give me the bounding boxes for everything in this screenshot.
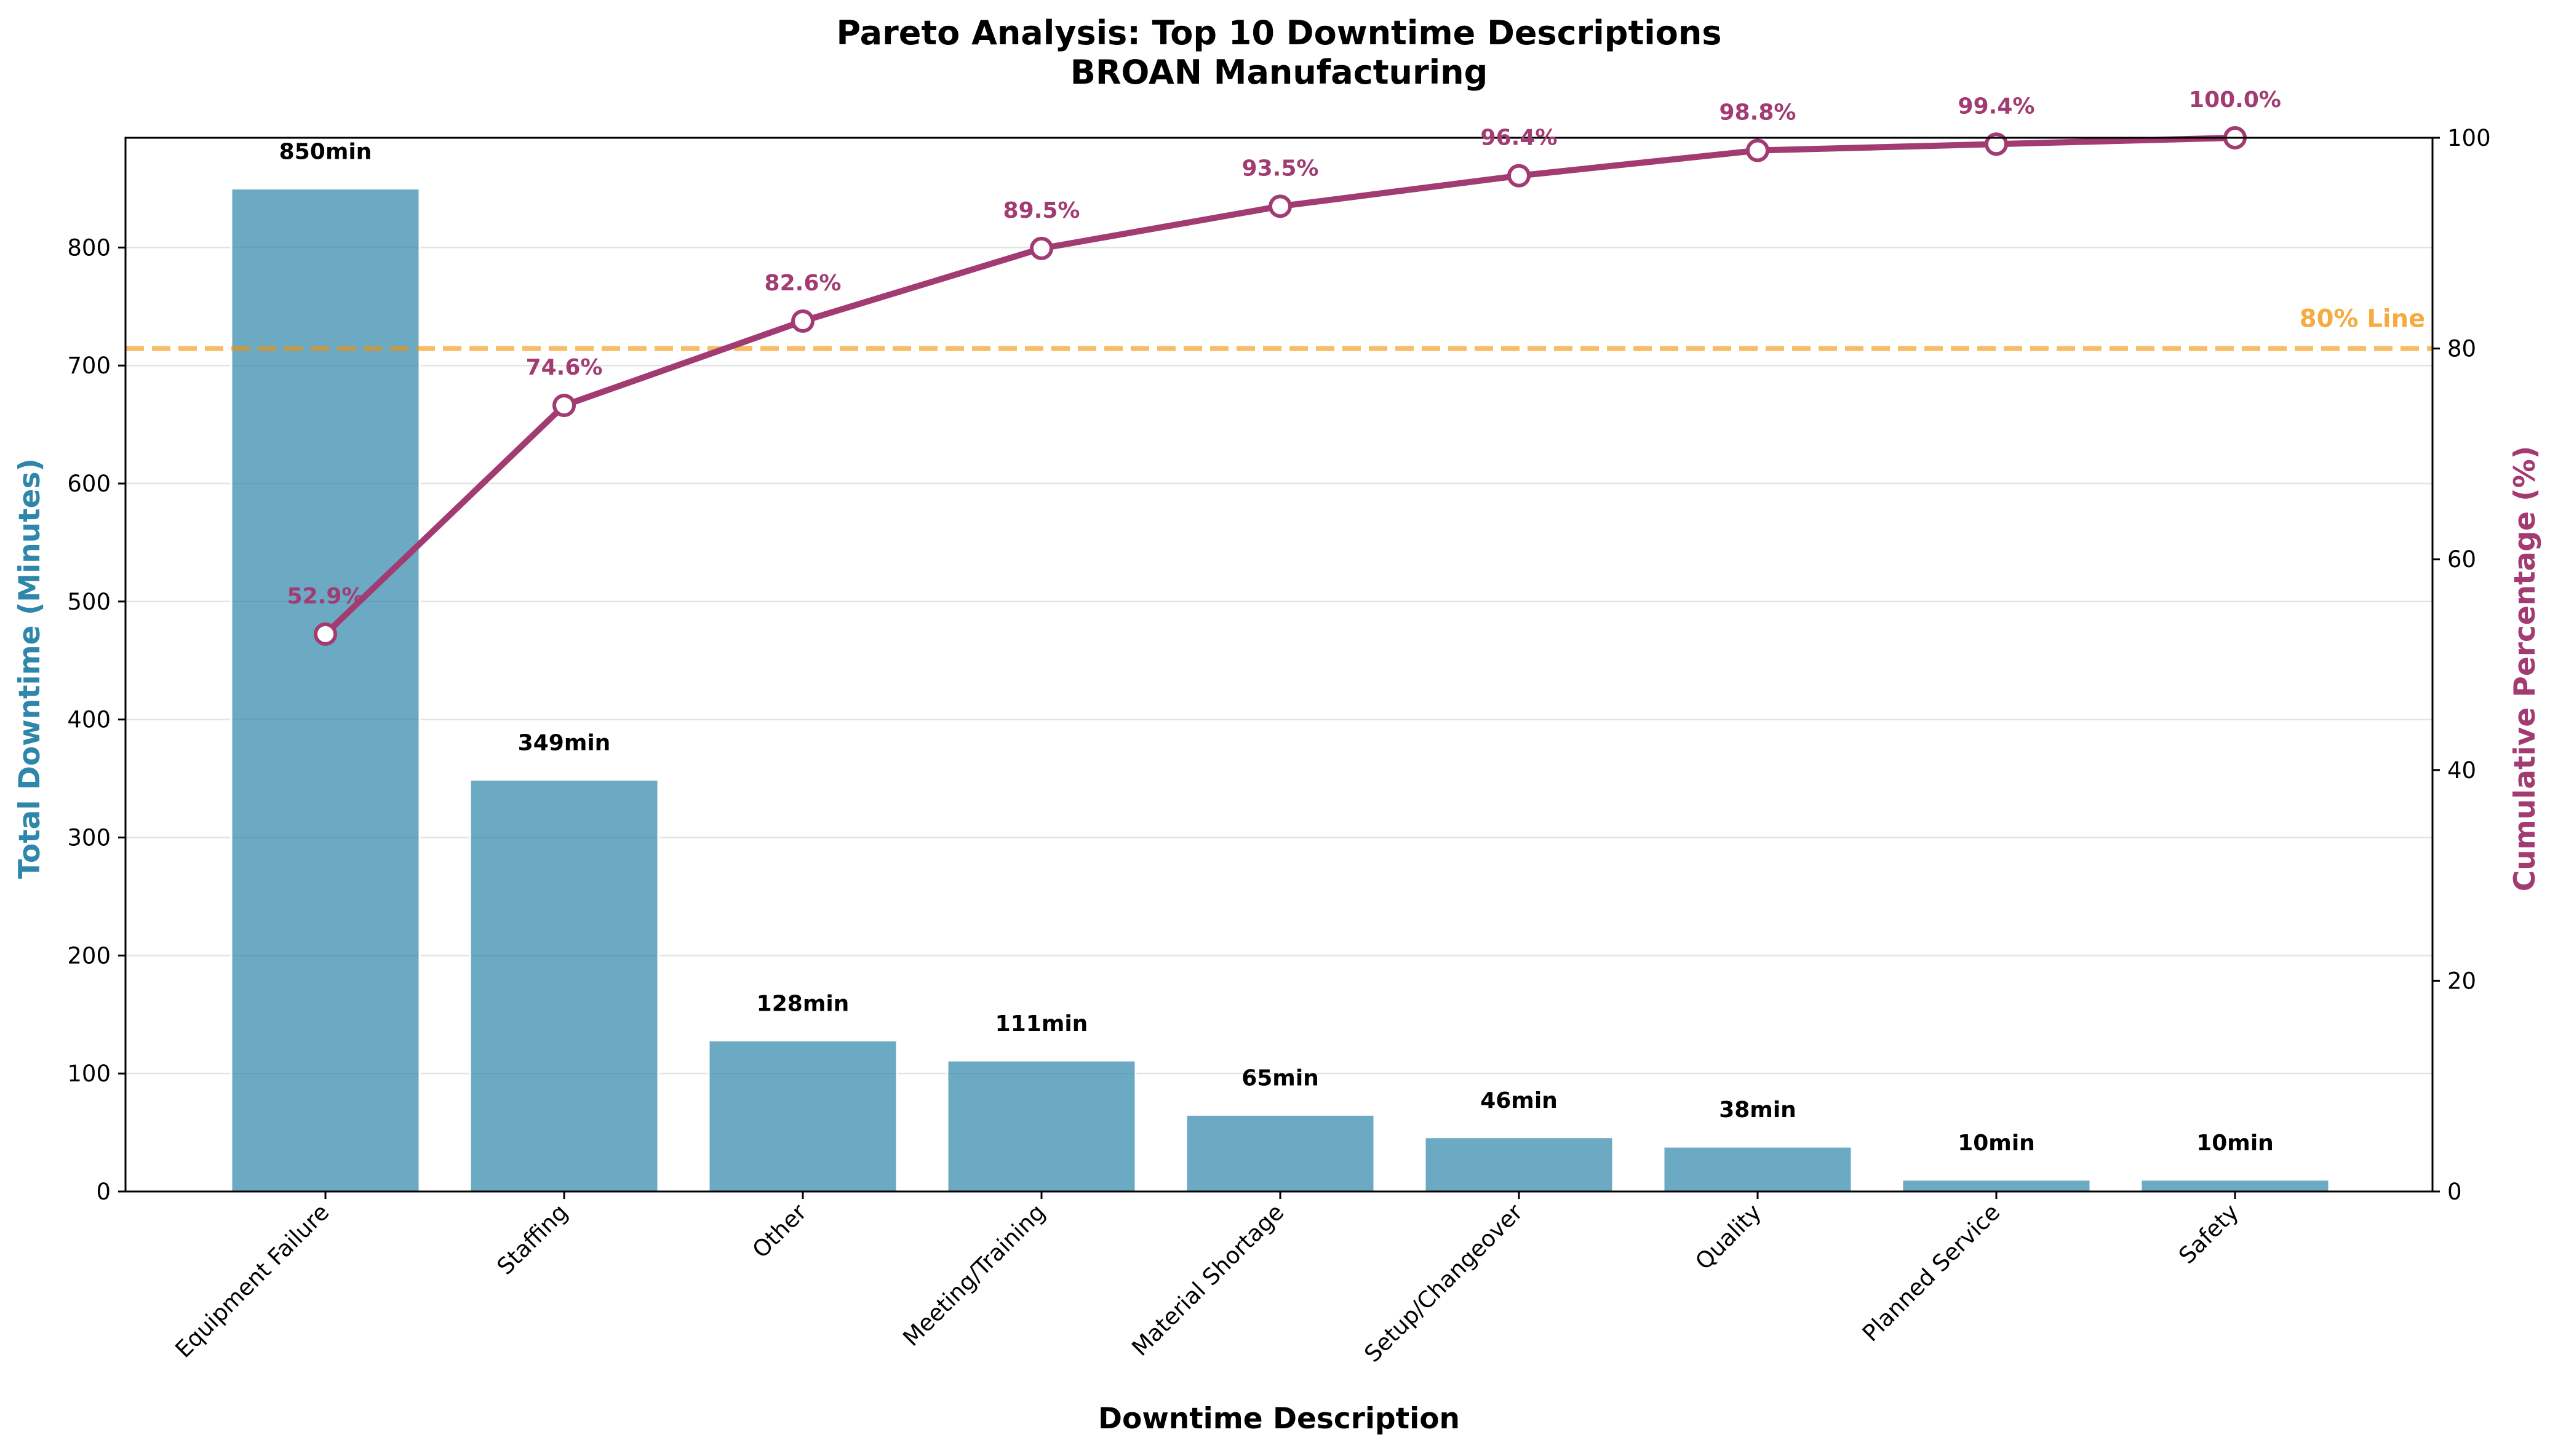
cumulative-point bbox=[791, 309, 815, 333]
bar bbox=[1901, 1179, 2092, 1193]
cumulative-point bbox=[1269, 194, 1292, 218]
y-tick-label: 500 bbox=[67, 589, 111, 615]
x-axis-label: Downtime Description bbox=[1098, 1402, 1460, 1436]
y-tick-label: 300 bbox=[67, 825, 111, 851]
y2-tick-label: 80 bbox=[2447, 336, 2476, 362]
bar bbox=[1424, 1136, 1614, 1193]
bar bbox=[707, 1039, 898, 1193]
cumulative-value-label: 93.5% bbox=[1242, 156, 1319, 181]
y-tick-label: 100 bbox=[67, 1060, 111, 1087]
cumulative-value-label: 100.0% bbox=[2189, 87, 2281, 113]
bar-value-label: 38min bbox=[1719, 1097, 1796, 1123]
cumulative-value-label: 82.6% bbox=[765, 271, 842, 296]
bar bbox=[1662, 1145, 1853, 1193]
chart-title: Pareto Analysis: Top 10 Downtime Descrip… bbox=[837, 14, 1722, 52]
bar-layer bbox=[230, 187, 2330, 1193]
reference-line-label: 80% Line bbox=[2300, 305, 2425, 333]
bar-value-label: 349min bbox=[518, 731, 611, 756]
cumulative-value-label: 74.6% bbox=[526, 355, 603, 380]
bar-value-label: 65min bbox=[1241, 1065, 1319, 1091]
cumulative-value-label: 96.4% bbox=[1481, 125, 1558, 151]
y2-tick-label: 100 bbox=[2447, 125, 2491, 151]
plot-frame bbox=[124, 137, 2434, 1193]
cumulative-point bbox=[1507, 164, 1531, 188]
y2-tick-label: 0 bbox=[2447, 1179, 2462, 1205]
cumulative-value-label: 98.8% bbox=[1719, 100, 1796, 125]
bar-value-label: 111min bbox=[995, 1011, 1088, 1036]
cumulative-point bbox=[1985, 132, 2008, 156]
y-tick-label: 600 bbox=[67, 471, 111, 497]
bar-value-label: 128min bbox=[757, 991, 850, 1016]
y2-tick-label: 20 bbox=[2447, 968, 2476, 994]
cumulative-value-label: 89.5% bbox=[1003, 198, 1080, 223]
bar-value-label: 10min bbox=[1958, 1131, 2035, 1156]
bar-value-label: 46min bbox=[1480, 1088, 1558, 1113]
chart-subtitle: BROAN Manufacturing bbox=[1070, 53, 1488, 92]
y-tick-label: 0 bbox=[96, 1179, 111, 1205]
label-layer: 850min 349min 128min 111min 65min 46min 38min 1… bbox=[279, 87, 2426, 1156]
bar bbox=[1185, 1113, 1376, 1193]
cumulative-point bbox=[314, 622, 337, 646]
cumulative-point bbox=[1746, 138, 1769, 162]
y-tick-label: 700 bbox=[67, 352, 111, 379]
cumulative-line-layer bbox=[314, 126, 2247, 646]
cumulative-value-label: 99.4% bbox=[1958, 93, 2035, 119]
y-tick-label: 800 bbox=[67, 234, 111, 261]
bar bbox=[469, 779, 659, 1193]
y-tick-label: 200 bbox=[67, 942, 111, 969]
bar-value-label: 850min bbox=[279, 139, 372, 164]
cumulative-point bbox=[552, 394, 576, 418]
y-tick-label: 400 bbox=[67, 707, 111, 733]
cumulative-point bbox=[1030, 236, 1053, 260]
y2-tick-label: 60 bbox=[2447, 546, 2476, 573]
bar bbox=[946, 1059, 1137, 1193]
bar bbox=[2140, 1179, 2330, 1193]
y2-tick-label: 40 bbox=[2447, 757, 2476, 784]
bar bbox=[230, 187, 421, 1193]
y-axis-label: Total Downtime (Minutes) bbox=[13, 458, 47, 879]
bar-value-label: 10min bbox=[2196, 1131, 2274, 1156]
y2-axis-label: Cumulative Percentage (%) bbox=[2508, 446, 2542, 891]
cumulative-value-label: 52.9% bbox=[287, 584, 364, 609]
